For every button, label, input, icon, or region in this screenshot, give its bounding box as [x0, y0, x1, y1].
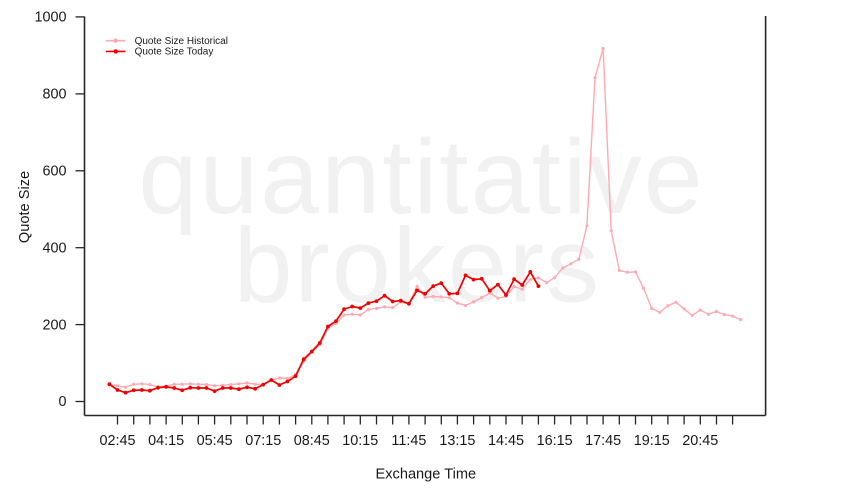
svg-text:17:45: 17:45	[585, 433, 621, 449]
svg-text:05:45: 05:45	[197, 433, 233, 449]
svg-text:Quote Size: Quote Size	[17, 171, 33, 243]
svg-text:200: 200	[42, 317, 66, 333]
svg-text:19:15: 19:15	[634, 433, 670, 449]
svg-text:Exchange Time: Exchange Time	[376, 467, 477, 483]
svg-text:600: 600	[42, 164, 66, 180]
svg-text:16:15: 16:15	[537, 433, 573, 449]
svg-text:Quote Size Historical: Quote Size Historical	[135, 36, 228, 47]
svg-text:Quote Size Today: Quote Size Today	[135, 47, 214, 58]
svg-text:04:15: 04:15	[148, 433, 184, 449]
svg-text:13:15: 13:15	[439, 433, 475, 449]
svg-text:14:45: 14:45	[488, 433, 524, 449]
svg-text:02:45: 02:45	[99, 433, 135, 449]
svg-text:11:45: 11:45	[391, 433, 426, 449]
svg-text:800: 800	[42, 87, 66, 103]
svg-text:08:45: 08:45	[294, 433, 330, 449]
svg-text:brokers: brokers	[234, 207, 601, 325]
svg-text:400: 400	[42, 240, 66, 256]
svg-text:0: 0	[58, 394, 66, 410]
svg-text:07:15: 07:15	[245, 433, 281, 449]
svg-text:10:15: 10:15	[342, 433, 378, 449]
svg-text:1000: 1000	[34, 10, 66, 26]
svg-text:20:45: 20:45	[682, 433, 718, 449]
